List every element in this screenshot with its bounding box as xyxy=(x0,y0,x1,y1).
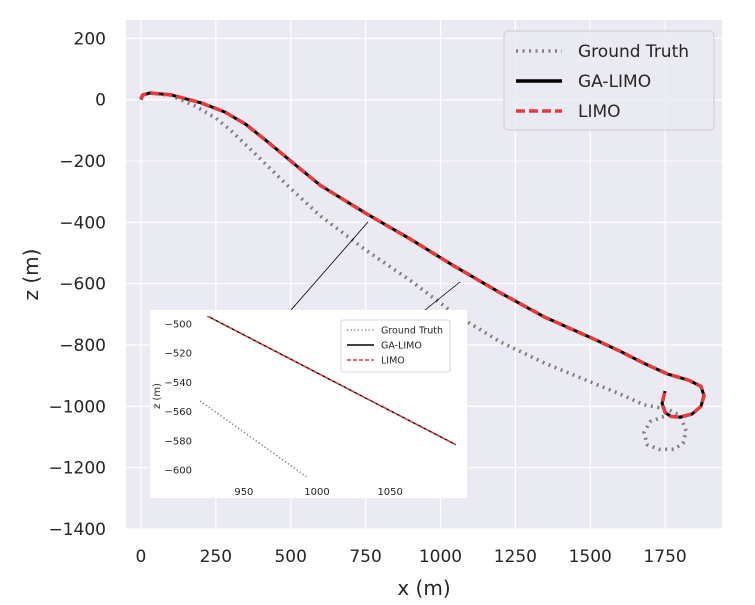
inset-y-tick-label: −520 xyxy=(165,349,192,360)
legend-box xyxy=(503,30,715,131)
x-tick-label: 250 xyxy=(200,547,232,567)
x-tick-label: 1250 xyxy=(494,547,537,567)
x-tick-label: 1000 xyxy=(419,547,462,567)
inset-y-tick-label: −600 xyxy=(165,466,192,477)
inset-y-tick-label: −580 xyxy=(165,436,192,447)
y-tick-label: −1400 xyxy=(48,520,106,540)
legend-label: LIMO xyxy=(578,102,621,122)
inset-legend-label: LIMO xyxy=(381,356,405,367)
inset-y-tick-label: −560 xyxy=(165,407,192,418)
y-axis-label: z (m) xyxy=(19,249,43,301)
y-tick-label: −1200 xyxy=(48,459,106,479)
inset-legend-label: GA-LIMO xyxy=(381,341,422,352)
y-tick-label: 0 xyxy=(95,91,106,111)
y-tick-label: 200 xyxy=(74,29,106,49)
y-tick-label: −1000 xyxy=(48,397,106,417)
inset-y-tick-label: −540 xyxy=(165,378,192,389)
y-tick-label: −800 xyxy=(59,336,106,356)
inset-legend-label: Ground Truth xyxy=(381,326,443,337)
x-tick-label: 500 xyxy=(274,547,306,567)
inset-y-axis-label: z (m) xyxy=(152,383,163,409)
x-tick-label: 750 xyxy=(349,547,381,567)
inset-plot-area xyxy=(200,316,456,477)
x-tick-label: 0 xyxy=(136,547,147,567)
inset-x-tick-label: 1050 xyxy=(377,487,402,498)
inset-series-line-ground-truth xyxy=(200,400,309,477)
inset-series-line-limo xyxy=(206,316,456,446)
y-tick-label: −600 xyxy=(59,275,106,295)
legend-label: Ground Truth xyxy=(578,42,689,62)
inset-y-tick-label: −500 xyxy=(165,319,192,330)
y-tick-label: −400 xyxy=(59,213,106,233)
zoom-connector-line xyxy=(290,221,369,311)
x-tick-label: 1500 xyxy=(569,547,612,567)
y-tick-label: −200 xyxy=(59,152,106,172)
x-axis-label: x (m) xyxy=(397,576,450,600)
zoom-connector-line xyxy=(424,281,461,311)
inset-x-tick-label: 950 xyxy=(234,487,253,498)
legend-label: GA-LIMO xyxy=(578,72,651,92)
inset-x-tick-label: 1000 xyxy=(304,487,329,498)
x-tick-label: 1750 xyxy=(643,547,686,567)
series-line-limo xyxy=(139,91,706,419)
inset-legend-box xyxy=(340,319,451,373)
